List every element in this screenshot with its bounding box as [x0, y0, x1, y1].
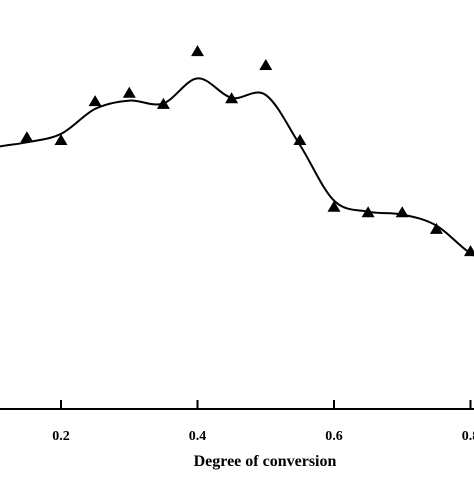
data-point-marker [122, 86, 136, 98]
data-point-marker [327, 200, 341, 212]
data-point-marker [191, 45, 204, 57]
data-markers [20, 45, 474, 257]
data-point-marker [225, 92, 239, 104]
fit-curve-layer [0, 77, 474, 257]
x-tick-label: 0.2 [52, 429, 70, 444]
data-point-marker [259, 59, 273, 70]
x-axis-title: Degree of conversion [194, 453, 337, 470]
data-point-marker [395, 206, 409, 218]
x-ticks: 0.2 0.4 0.6 0.8 [52, 400, 474, 444]
fit-curve [0, 77, 474, 257]
x-tick-label: 0.4 [189, 429, 207, 444]
data-point-marker [361, 206, 375, 218]
data-point-marker [20, 131, 34, 143]
data-point-marker [464, 245, 474, 257]
data-point-marker [156, 97, 170, 109]
x-tick-label: 0.6 [325, 429, 343, 444]
x-tick-label: 0.8 [462, 429, 474, 444]
data-point-marker [293, 134, 307, 145]
data-point-marker [88, 95, 102, 107]
data-point-marker [429, 222, 443, 234]
data-point-marker [54, 134, 68, 145]
